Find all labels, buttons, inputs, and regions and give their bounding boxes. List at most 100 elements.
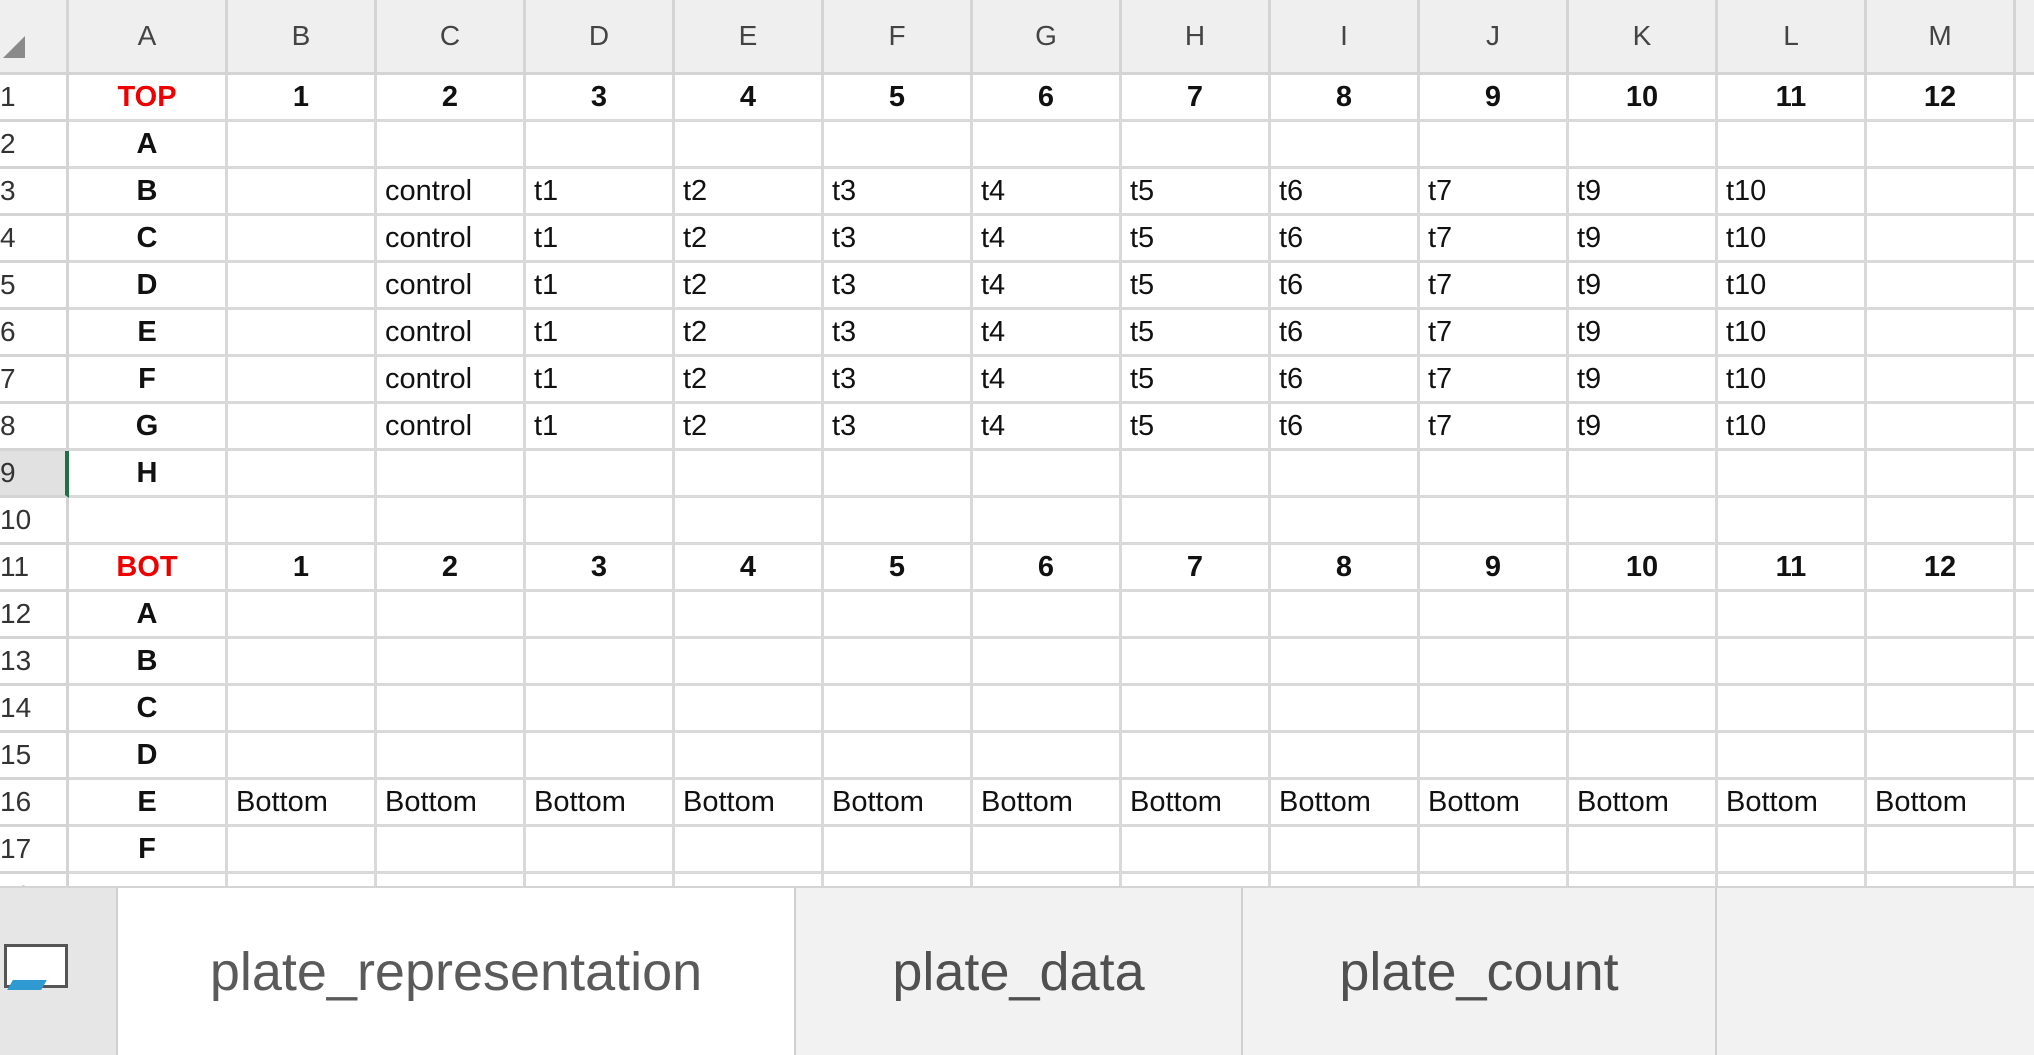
cell-j15[interactable] bbox=[1420, 733, 1569, 780]
sheet-navigation-button[interactable] bbox=[0, 888, 118, 1055]
cell-e10[interactable] bbox=[675, 498, 824, 545]
cell-e13[interactable] bbox=[675, 639, 824, 686]
row-header-8[interactable]: 8 bbox=[0, 404, 69, 451]
cell-k11[interactable]: 10 bbox=[1569, 545, 1718, 592]
cell-c14[interactable] bbox=[377, 686, 526, 733]
cell-b15[interactable] bbox=[228, 733, 377, 780]
cell-j12[interactable] bbox=[1420, 592, 1569, 639]
cell-c16[interactable]: Bottom bbox=[377, 780, 526, 827]
cell-i9[interactable] bbox=[1271, 451, 1420, 498]
cell-c12[interactable] bbox=[377, 592, 526, 639]
cell-h8[interactable]: t5 bbox=[1122, 404, 1271, 451]
cell-c3[interactable]: control bbox=[377, 169, 526, 216]
cell-k8[interactable]: t9 bbox=[1569, 404, 1718, 451]
row-header-13[interactable]: 13 bbox=[0, 639, 69, 686]
row-header-9[interactable]: 9 bbox=[0, 451, 69, 498]
cell-m8[interactable] bbox=[1867, 404, 2016, 451]
cell-h4[interactable]: t5 bbox=[1122, 216, 1271, 263]
cell-e3[interactable]: t2 bbox=[675, 169, 824, 216]
cell-overflow-5[interactable] bbox=[2016, 263, 2034, 310]
cell-l18[interactable] bbox=[1718, 874, 1867, 886]
cell-l2[interactable] bbox=[1718, 122, 1867, 169]
cell-f15[interactable] bbox=[824, 733, 973, 780]
cell-b1[interactable]: 1 bbox=[228, 75, 377, 122]
cell-i7[interactable]: t6 bbox=[1271, 357, 1420, 404]
cell-l5[interactable]: t10 bbox=[1718, 263, 1867, 310]
cell-a15[interactable]: D bbox=[69, 733, 228, 780]
cell-j5[interactable]: t7 bbox=[1420, 263, 1569, 310]
cell-j16[interactable]: Bottom bbox=[1420, 780, 1569, 827]
cell-l10[interactable] bbox=[1718, 498, 1867, 545]
sheet-tab-0[interactable]: plate_representation bbox=[118, 888, 796, 1055]
cell-j11[interactable]: 9 bbox=[1420, 545, 1569, 592]
cell-m1[interactable]: 12 bbox=[1867, 75, 2016, 122]
cell-h16[interactable]: Bottom bbox=[1122, 780, 1271, 827]
cell-e15[interactable] bbox=[675, 733, 824, 780]
cell-g18[interactable] bbox=[973, 874, 1122, 886]
cell-b6[interactable] bbox=[228, 310, 377, 357]
cell-m3[interactable] bbox=[1867, 169, 2016, 216]
cell-m10[interactable] bbox=[1867, 498, 2016, 545]
cell-a16[interactable]: E bbox=[69, 780, 228, 827]
cell-d4[interactable]: t1 bbox=[526, 216, 675, 263]
column-header-j[interactable]: J bbox=[1420, 0, 1569, 75]
cell-overflow-4[interactable] bbox=[2016, 216, 2034, 263]
cell-d5[interactable]: t1 bbox=[526, 263, 675, 310]
cell-h13[interactable] bbox=[1122, 639, 1271, 686]
cell-g2[interactable] bbox=[973, 122, 1122, 169]
cell-k4[interactable]: t9 bbox=[1569, 216, 1718, 263]
cell-g3[interactable]: t4 bbox=[973, 169, 1122, 216]
cell-d12[interactable] bbox=[526, 592, 675, 639]
cell-d1[interactable]: 3 bbox=[526, 75, 675, 122]
cell-h10[interactable] bbox=[1122, 498, 1271, 545]
cell-i14[interactable] bbox=[1271, 686, 1420, 733]
cell-b18[interactable] bbox=[228, 874, 377, 886]
cell-c13[interactable] bbox=[377, 639, 526, 686]
cell-c7[interactable]: control bbox=[377, 357, 526, 404]
cell-m7[interactable] bbox=[1867, 357, 2016, 404]
cell-c9[interactable] bbox=[377, 451, 526, 498]
cell-b8[interactable] bbox=[228, 404, 377, 451]
cell-h5[interactable]: t5 bbox=[1122, 263, 1271, 310]
cell-e11[interactable]: 4 bbox=[675, 545, 824, 592]
cell-i18[interactable] bbox=[1271, 874, 1420, 886]
cell-a12[interactable]: A bbox=[69, 592, 228, 639]
cell-overflow-9[interactable] bbox=[2016, 451, 2034, 498]
cell-d10[interactable] bbox=[526, 498, 675, 545]
cell-i10[interactable] bbox=[1271, 498, 1420, 545]
cell-b12[interactable] bbox=[228, 592, 377, 639]
row-header-18[interactable]: 18 bbox=[0, 874, 69, 886]
cell-overflow-13[interactable] bbox=[2016, 639, 2034, 686]
cell-m14[interactable] bbox=[1867, 686, 2016, 733]
cell-f1[interactable]: 5 bbox=[824, 75, 973, 122]
cell-e8[interactable]: t2 bbox=[675, 404, 824, 451]
cell-j8[interactable]: t7 bbox=[1420, 404, 1569, 451]
cell-m16[interactable]: Bottom bbox=[1867, 780, 2016, 827]
cell-l3[interactable]: t10 bbox=[1718, 169, 1867, 216]
cell-d9[interactable] bbox=[526, 451, 675, 498]
cell-i11[interactable]: 8 bbox=[1271, 545, 1420, 592]
cell-a7[interactable]: F bbox=[69, 357, 228, 404]
cell-i13[interactable] bbox=[1271, 639, 1420, 686]
cell-f7[interactable]: t3 bbox=[824, 357, 973, 404]
column-header-k[interactable]: K bbox=[1569, 0, 1718, 75]
cell-m18[interactable] bbox=[1867, 874, 2016, 886]
cell-i5[interactable]: t6 bbox=[1271, 263, 1420, 310]
cell-m17[interactable] bbox=[1867, 827, 2016, 874]
column-header-overflow[interactable] bbox=[2016, 0, 2034, 75]
cell-c17[interactable] bbox=[377, 827, 526, 874]
cell-k17[interactable] bbox=[1569, 827, 1718, 874]
cell-l7[interactable]: t10 bbox=[1718, 357, 1867, 404]
cell-g11[interactable]: 6 bbox=[973, 545, 1122, 592]
cell-j13[interactable] bbox=[1420, 639, 1569, 686]
cell-a13[interactable]: B bbox=[69, 639, 228, 686]
cell-h6[interactable]: t5 bbox=[1122, 310, 1271, 357]
cell-m4[interactable] bbox=[1867, 216, 2016, 263]
cell-d13[interactable] bbox=[526, 639, 675, 686]
cell-c2[interactable] bbox=[377, 122, 526, 169]
cell-c18[interactable] bbox=[377, 874, 526, 886]
column-header-e[interactable]: E bbox=[675, 0, 824, 75]
cell-g7[interactable]: t4 bbox=[973, 357, 1122, 404]
cell-h2[interactable] bbox=[1122, 122, 1271, 169]
cell-overflow-15[interactable] bbox=[2016, 733, 2034, 780]
